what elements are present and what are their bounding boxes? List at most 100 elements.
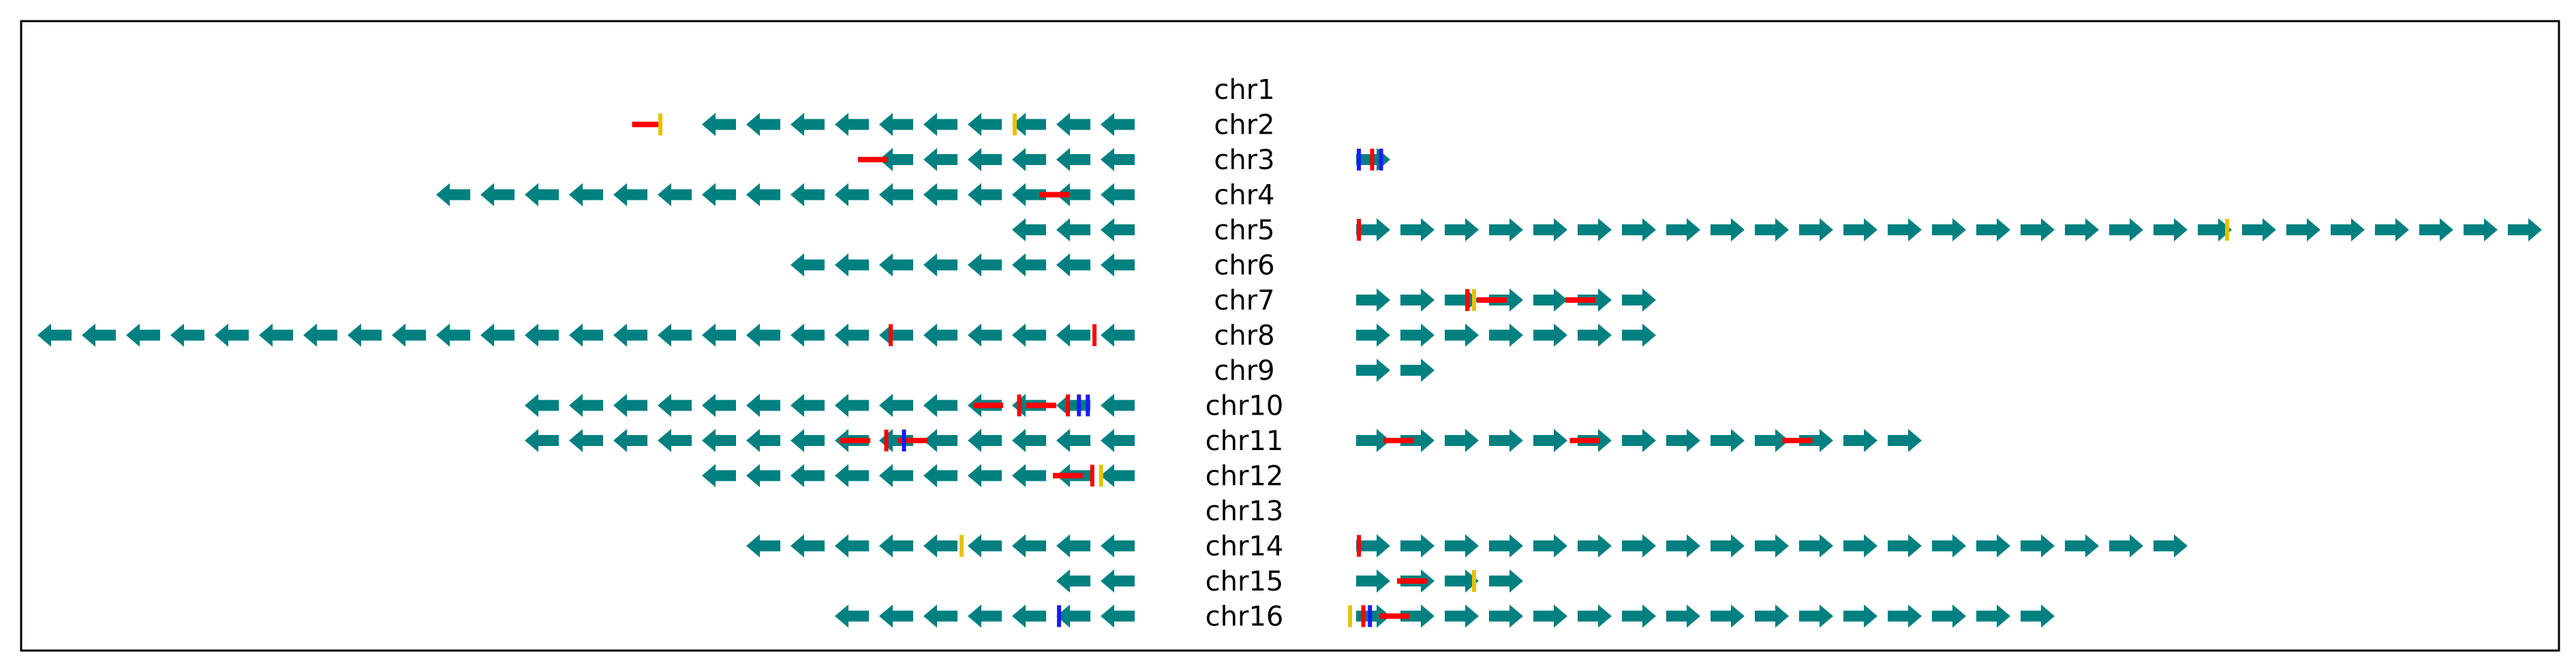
right-arrow xyxy=(1489,429,1523,452)
right-arrow xyxy=(2464,218,2498,241)
right-blue-tick xyxy=(1357,149,1361,170)
left-arrow xyxy=(1056,253,1090,277)
right-yellow-tick xyxy=(1472,570,1476,592)
left-arrow xyxy=(1012,429,1046,452)
chromosome-row-chr16: chr16 xyxy=(835,601,2055,633)
left-arrow xyxy=(791,253,825,277)
right-arrow xyxy=(1799,429,1833,452)
left-arrow xyxy=(879,534,913,558)
chromosome-label: chr13 xyxy=(1206,496,1284,527)
right-arrow xyxy=(1711,534,1745,558)
left-yellow-tick xyxy=(1013,113,1017,136)
right-arrow xyxy=(1533,218,1567,241)
left-arrow xyxy=(879,113,913,136)
left-arrow xyxy=(480,183,515,207)
left-arrow xyxy=(879,604,913,628)
right-arrow xyxy=(2021,218,2055,241)
left-arrow xyxy=(1101,113,1135,136)
left-arrow xyxy=(37,323,72,347)
chromosome-label: chr3 xyxy=(1214,145,1274,176)
right-red-segment xyxy=(1565,297,1595,303)
right-arrow xyxy=(1489,534,1523,558)
left-arrow xyxy=(835,393,869,417)
left-arrow xyxy=(392,323,426,347)
left-arrow xyxy=(1012,253,1046,277)
right-arrow xyxy=(1976,604,2010,628)
left-arrow xyxy=(1101,218,1135,241)
right-red-segment xyxy=(1379,613,1409,619)
right-arrow xyxy=(1843,429,1877,452)
left-arrow xyxy=(1056,148,1090,171)
chromosome-row-chr10: chr10 xyxy=(525,391,1283,422)
left-blue-tick xyxy=(902,430,906,451)
right-arrow xyxy=(2242,218,2276,241)
left-arrow xyxy=(569,393,603,417)
left-arrow xyxy=(968,183,1002,207)
right-arrow xyxy=(1843,218,1877,241)
left-arrow xyxy=(1101,534,1135,558)
right-arrow xyxy=(1711,429,1745,452)
right-arrow xyxy=(1533,323,1567,347)
left-arrow xyxy=(879,393,913,417)
right-arrow xyxy=(1400,604,1435,628)
left-arrow xyxy=(879,183,913,207)
left-yellow-tick xyxy=(1099,464,1103,487)
right-arrow xyxy=(1445,218,1479,241)
right-arrow xyxy=(1622,534,1656,558)
chromosome-label: chr6 xyxy=(1214,250,1274,282)
right-arrow xyxy=(1799,218,1833,241)
right-arrow xyxy=(1356,569,1390,593)
right-arrow xyxy=(2021,534,2055,558)
left-arrow xyxy=(791,464,825,488)
right-arrow xyxy=(1755,604,1789,628)
chromosome-label: chr8 xyxy=(1214,320,1274,352)
right-red-segment xyxy=(1383,438,1414,443)
right-arrow xyxy=(1666,218,1700,241)
right-arrow xyxy=(1533,534,1567,558)
left-arrow xyxy=(791,534,825,558)
right-arrow xyxy=(1400,218,1435,241)
left-arrow xyxy=(1012,534,1046,558)
left-red-tick xyxy=(1017,394,1022,417)
right-arrow xyxy=(1445,604,1479,628)
chromosome-row-chr7: chr7 xyxy=(1214,285,1656,316)
chromosome-label: chr2 xyxy=(1214,110,1274,141)
left-arrow xyxy=(1101,323,1135,347)
right-arrow xyxy=(2375,218,2409,241)
left-arrow xyxy=(835,604,869,628)
left-arrow xyxy=(923,534,957,558)
left-arrow xyxy=(1101,393,1135,417)
chromosome-label: chr12 xyxy=(1206,461,1284,492)
right-red-tick xyxy=(1361,605,1366,627)
left-red-tick xyxy=(1066,394,1070,417)
left-arrow xyxy=(1101,569,1135,593)
right-red-tick xyxy=(1357,219,1361,241)
left-arrow xyxy=(791,393,825,417)
left-red-segment xyxy=(840,438,870,443)
chromosome-row-chr3: chr3 xyxy=(858,145,1390,176)
left-arrow xyxy=(835,464,869,488)
left-arrow xyxy=(613,183,647,207)
right-arrow xyxy=(1356,359,1390,382)
left-arrow xyxy=(480,323,515,347)
right-arrow xyxy=(1976,534,2010,558)
left-yellow-tick xyxy=(960,535,964,557)
right-arrow xyxy=(2419,218,2453,241)
right-red-tick xyxy=(1370,149,1375,170)
left-arrow xyxy=(968,253,1002,277)
left-red-tick xyxy=(1092,324,1097,346)
right-arrow xyxy=(1578,323,1612,347)
left-arrow xyxy=(746,534,780,558)
left-arrow xyxy=(613,393,647,417)
right-arrow xyxy=(1622,429,1656,452)
left-arrow xyxy=(1056,183,1090,207)
left-arrow xyxy=(791,113,825,136)
left-red-segment xyxy=(898,438,928,443)
left-arrow xyxy=(968,604,1002,628)
left-arrow xyxy=(879,253,913,277)
chromosome-label: chr9 xyxy=(1214,355,1274,387)
left-red-tick xyxy=(889,324,893,346)
left-arrow xyxy=(658,429,692,452)
right-arrow xyxy=(2065,534,2099,558)
right-arrow xyxy=(1799,604,1833,628)
